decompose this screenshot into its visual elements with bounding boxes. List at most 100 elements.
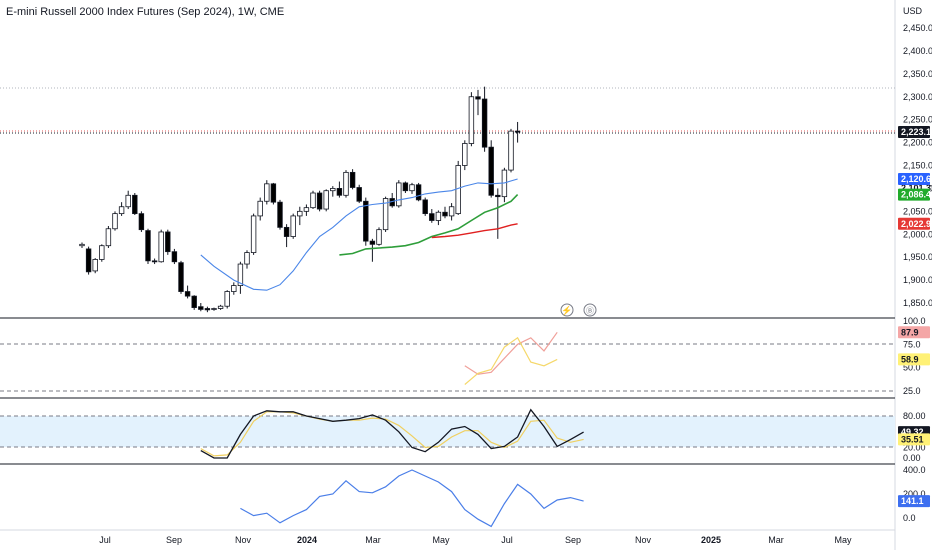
candle — [171, 248, 178, 265]
price-tick-label: 2,000.0 — [903, 229, 932, 239]
price-tick-label: 2,050.0 — [903, 206, 932, 216]
rsi-badge-red: 87.9 — [898, 326, 930, 339]
chart-frame — [0, 0, 896, 550]
svg-text:Ⓑ: Ⓑ — [586, 307, 594, 316]
chart-title: E-mini Russell 2000 Index Futures (Sep 2… — [6, 6, 285, 18]
candle — [310, 190, 316, 210]
osc-line — [240, 469, 584, 528]
candle — [323, 189, 329, 212]
price-badge-ma-green: 2,086.4 — [898, 188, 931, 201]
time-axis-label: Nov — [635, 535, 652, 545]
candle — [508, 128, 514, 173]
candle — [409, 182, 415, 194]
candle — [270, 182, 277, 205]
time-axis-label: Sep — [565, 535, 581, 545]
time-axis-label: Mar — [365, 535, 381, 545]
time-axis-label: Jul — [99, 535, 111, 545]
rsi-panel — [0, 343, 895, 392]
stoch-k-line — [200, 408, 584, 459]
lightning-event-icon[interactable]: ⚡ — [560, 303, 574, 317]
osc-tick-label: 0.0 — [903, 513, 916, 523]
candle — [336, 181, 343, 198]
rsi-tick-label: 50.0 — [903, 363, 921, 373]
candle — [376, 227, 382, 246]
dividend-event-icon[interactable]: Ⓑ — [583, 303, 597, 317]
stochastic-axis: 80.00 20.000.00 — [903, 411, 926, 463]
rsi-line-yellow — [464, 336, 558, 385]
price-tick-label: 2,250.0 — [903, 115, 932, 125]
candle — [224, 290, 230, 309]
candle — [105, 226, 112, 248]
candlestick-series — [79, 86, 521, 313]
candle — [244, 250, 250, 269]
candle — [231, 282, 237, 295]
candle — [356, 184, 362, 204]
price-badges: 2,101.3 2,223.1 2,120.6 2,086.4 2,022.9 87.9 5… — [898, 125, 931, 508]
svg-text:2,086.4: 2,086.4 — [901, 190, 931, 200]
candle — [396, 180, 402, 208]
candle — [145, 228, 151, 265]
osc-tick-label: 200.0 — [903, 489, 926, 499]
candle — [191, 295, 197, 310]
moving-averages — [200, 178, 519, 291]
candle — [363, 197, 369, 246]
price-badge-ma-red: 2,022.9 — [898, 217, 931, 230]
candle — [468, 92, 475, 147]
time-axis-label: Nov — [235, 535, 252, 545]
candle — [448, 203, 455, 221]
stoch-tick-label: 80.00 — [903, 411, 926, 421]
candle — [118, 202, 125, 216]
candle — [85, 246, 92, 275]
candle — [495, 188, 501, 239]
price-badge-last: 2,223.1 — [898, 125, 931, 138]
candle — [462, 140, 468, 171]
candle — [99, 244, 105, 262]
candle — [442, 206, 448, 219]
svg-text:49.32: 49.32 — [901, 427, 924, 437]
candle — [283, 224, 290, 248]
price-tick-label: 1,950.0 — [903, 252, 932, 262]
stochastic-lines — [200, 408, 584, 459]
price-tick-label: 2,200.0 — [903, 138, 932, 148]
rsi-lines — [464, 331, 558, 385]
candle — [125, 190, 131, 210]
price-tick-label: 2,400.0 — [903, 46, 932, 56]
rsi-line-red — [464, 331, 558, 375]
svg-text:2,120.6: 2,120.6 — [901, 174, 931, 184]
currency-label: USD — [903, 6, 923, 16]
candle — [429, 209, 435, 223]
candle — [198, 303, 204, 312]
time-axis-label: Mar — [768, 535, 784, 545]
rsi-axis: 100.0 75.0 50.0 25.0 — [903, 316, 926, 396]
stoch-badge-d: 35.51 — [898, 433, 930, 446]
svg-text:141.1: 141.1 — [901, 496, 924, 506]
time-axis-label: May — [432, 535, 450, 545]
candle — [514, 121, 521, 143]
svg-text:58.9: 58.9 — [901, 354, 919, 364]
time-axis-label: 2025 — [701, 535, 721, 545]
ma-blue-line — [200, 178, 518, 291]
candle — [250, 213, 257, 255]
time-axis: Jul Sep Nov 2024 Mar May Jul Sep Nov 2025 Mar May — [99, 535, 852, 545]
candle — [165, 229, 171, 255]
svg-text:2,223.1: 2,223.1 — [901, 127, 931, 137]
rsi-tick-label: 100.0 — [903, 316, 926, 326]
candle — [151, 258, 158, 265]
candle — [211, 307, 217, 311]
oscillator-line — [240, 469, 584, 528]
svg-text:87.9: 87.9 — [901, 327, 919, 337]
ma-green-line — [339, 194, 519, 256]
candle — [349, 169, 356, 190]
rsi-tick-label: 75.0 — [903, 339, 921, 349]
stoch-tick-label: 20.00 — [903, 443, 926, 453]
candle — [112, 211, 118, 231]
svg-text:⚡: ⚡ — [561, 305, 572, 317]
time-axis-label: 2024 — [297, 535, 317, 545]
price-tick-label: 1,900.0 — [903, 275, 932, 285]
candle — [132, 193, 138, 215]
candle — [481, 86, 488, 152]
candle — [369, 238, 376, 262]
stoch-d-line — [200, 411, 584, 457]
candle — [501, 167, 508, 203]
